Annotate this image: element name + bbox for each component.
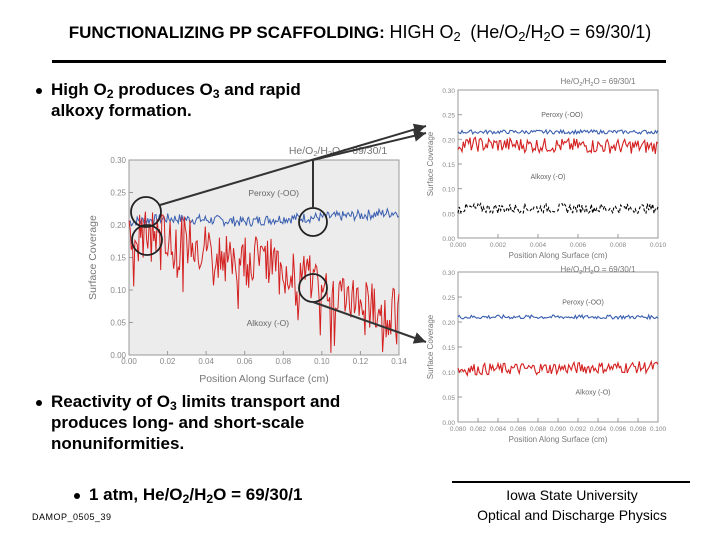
series-label: Alkoxy (-O) — [531, 174, 566, 181]
chart-main: 0.00 0.05 0.10 0.15 0.20 0.25 0.30 0.00 0.02 0.04… — [87, 145, 407, 385]
x-tick-label: 0.100 — [650, 426, 667, 433]
title-ratio: (He/O2/H2O = 69/30/1) — [470, 22, 652, 45]
y-tick-label: 0.20 — [442, 320, 455, 327]
x-tick-label: 0.086 — [510, 426, 527, 433]
series-peroxy-oo- — [457, 313, 659, 321]
callout-arrow — [159, 123, 427, 206]
bullet-1: High O2 produces O3 and rapid alkoxy for… — [36, 79, 301, 121]
chart-zoom-bottom: 0.000.050.100.150.200.250.300.080 0.082 0.… — [426, 265, 667, 444]
y-tick-label: 0.30 — [442, 270, 455, 277]
x-tick-label: 0.096 — [610, 426, 627, 433]
chart-title: He/O2/H2O = 69/30/1 — [561, 77, 637, 88]
y-tick-label: 0.25 — [442, 113, 455, 120]
y-tick-label: 0.25 — [442, 295, 455, 302]
series-label: Alkoxy (-O) — [576, 390, 611, 397]
x-tick-label: 0.14 — [391, 357, 407, 366]
series-alkoxy-o-dashed — [457, 201, 659, 215]
series-label: Peroxy (-OO) — [248, 188, 299, 198]
callout-arrow — [312, 301, 427, 344]
page-title: FUNCTIONALIZING PP SCAFFOLDING: HIGH O2 … — [0, 22, 720, 43]
series-label: Peroxy (-OO) — [562, 300, 604, 307]
x-tick-label: 0.000 — [450, 242, 467, 249]
y-tick-label: 0.20 — [442, 137, 455, 144]
y-tick-label: 0.00 — [442, 236, 455, 243]
y-tick-label: 0.15 — [442, 162, 455, 169]
y-tick-label: 0.05 — [442, 395, 455, 402]
y-tick-label: 0.00 — [442, 420, 455, 427]
x-tick-label: 0.12 — [353, 357, 369, 366]
x-axis-label: Position Along Surface (cm) — [509, 251, 608, 260]
callout-arrow — [312, 129, 427, 161]
bullet-dot-icon — [74, 492, 80, 499]
x-tick-label: 0.06 — [237, 357, 253, 366]
x-tick-label: 0.00 — [121, 357, 137, 366]
chart-title: He/O2/H2O = 69/30/1 — [561, 265, 637, 276]
series-label: Peroxy (-OO) — [541, 112, 583, 119]
x-tick-label: 0.04 — [198, 357, 214, 366]
y-axis-label: Surface Coverage — [87, 215, 99, 300]
x-tick-label: 0.094 — [590, 426, 607, 433]
x-axis-label: Position Along Surface (cm) — [199, 373, 329, 385]
series-peroxy-oo- — [128, 207, 400, 228]
series-label: Alkoxy (-O) — [247, 318, 290, 328]
y-tick-label: 0.10 — [110, 286, 126, 295]
x-tick-label: 0.082 — [470, 426, 487, 433]
series-peroxy-oo- — [457, 128, 659, 136]
bullet-2: Reactivity of O3 limits transport and pr… — [36, 391, 340, 454]
group-name: Optical and Discharge Physics — [477, 507, 667, 523]
x-tick-label: 0.08 — [275, 357, 291, 366]
x-tick-label: 0.098 — [630, 426, 647, 433]
y-axis-label: Surface Coverage — [426, 314, 435, 379]
y-tick-label: 0.15 — [442, 345, 455, 352]
chart-title: He/O2/H2O = 69/30/1 — [289, 145, 388, 158]
x-tick-label: 0.002 — [490, 242, 507, 249]
y-tick-label: 0.30 — [110, 156, 126, 165]
highlight-circle — [131, 224, 163, 256]
slide-code: DAMOP_0505_39 — [32, 512, 112, 522]
series-alkoxy-o- — [128, 211, 400, 353]
title-high: HIGH O2 — [389, 22, 461, 45]
y-tick-label: 0.20 — [110, 221, 126, 230]
y-tick-label: 0.30 — [442, 88, 455, 95]
x-tick-label: 0.088 — [530, 426, 547, 433]
footer: Iowa State University Optical and Discha… — [448, 485, 696, 525]
x-tick-label: 0.010 — [650, 242, 667, 249]
highlight-circle — [130, 196, 162, 228]
series-alkoxy-o- — [457, 136, 659, 155]
x-tick-label: 0.080 — [450, 426, 467, 433]
x-tick-label: 0.10 — [314, 357, 330, 366]
x-tick-label: 0.02 — [160, 357, 176, 366]
y-axis-label: Surface Coverage — [426, 131, 435, 196]
y-tick-label: 0.15 — [110, 254, 126, 263]
y-tick-label: 0.10 — [442, 187, 455, 194]
y-tick-label: 0.05 — [442, 211, 455, 218]
y-tick-label: 0.05 — [110, 319, 126, 328]
y-tick-label: 0.10 — [442, 370, 455, 377]
x-tick-label: 0.004 — [530, 242, 547, 249]
bullet-dot-icon — [36, 399, 42, 406]
chart-zoom-top: 0.00 0.05 0.10 0.15 0.20 0.25 0.30 0.000 0.002 0.… — [426, 77, 667, 260]
university-name: Iowa State University — [506, 487, 638, 503]
title-main: FUNCTIONALIZING PP SCAFFOLDING: — [68, 23, 385, 42]
plot-frame — [457, 271, 659, 423]
footer-divider — [452, 481, 690, 483]
x-tick-label: 0.008 — [610, 242, 627, 249]
x-tick-label: 0.006 — [570, 242, 587, 249]
x-axis-label: Position Along Surface (cm) — [509, 435, 608, 444]
bullet-dot-icon — [36, 87, 42, 94]
y-tick-label: 0.25 — [110, 189, 126, 198]
x-tick-label: 0.084 — [490, 426, 507, 433]
x-tick-label: 0.090 — [550, 426, 567, 433]
series-alkoxy-o- — [457, 359, 659, 378]
y-tick-label: 0.00 — [110, 351, 126, 360]
sub-bullet: 1 atm, He/O2/H2O = 69/30/1 — [74, 484, 303, 505]
title-divider — [52, 60, 666, 63]
x-tick-label: 0.092 — [570, 426, 587, 433]
